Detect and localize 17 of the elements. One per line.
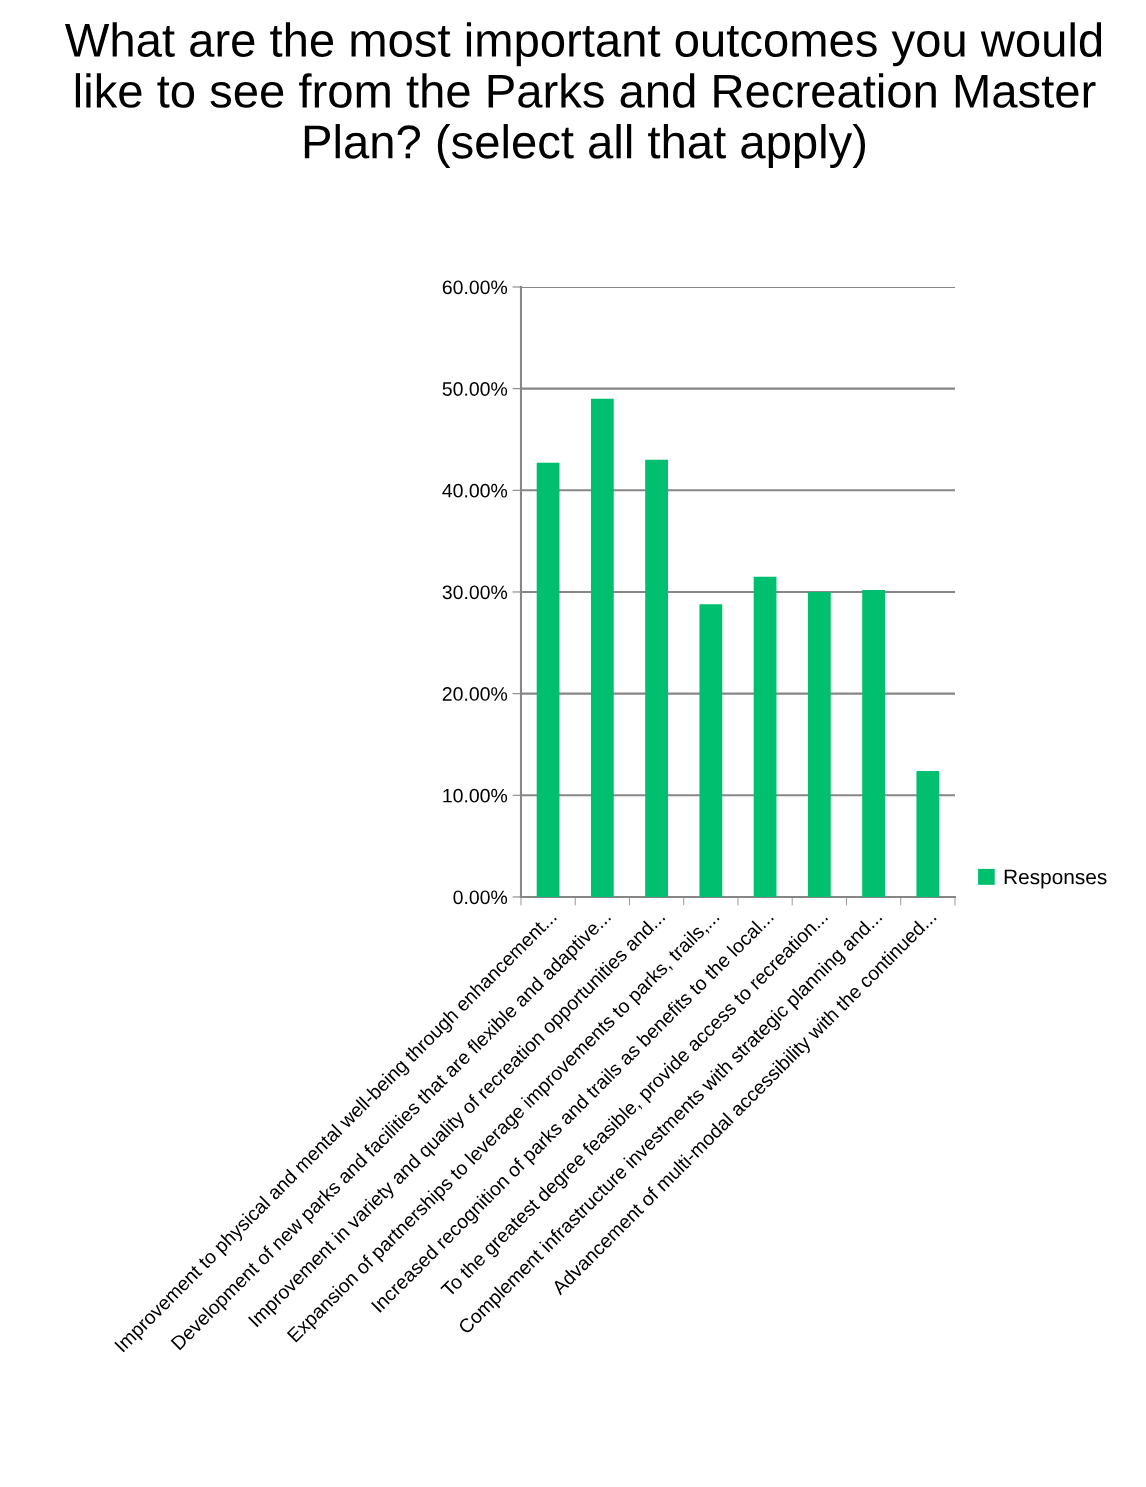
y-tick-label: 40.00% [442,483,508,498]
bar [536,462,560,897]
legend-label: Responses [1004,869,1107,889]
bar [590,398,614,897]
y-tick-label: 10.00% [443,788,508,803]
y-tick-label: 0.00% [453,890,508,905]
chart-title: What are the most important outcomes you would like to see from the Parks and Recreation Master Plan? (select all that apply) [65,22,1102,169]
bar [645,459,668,897]
bar [753,576,777,897]
y-tick-label: 20.00% [442,687,508,701]
bar [916,770,940,897]
bar [699,604,723,897]
bar [807,591,831,897]
y-tick-label: 60.00% [442,280,508,295]
y-tick-label: 50.00% [442,382,508,396]
y-tick-label: 30.00% [442,585,508,600]
bar [862,589,885,897]
